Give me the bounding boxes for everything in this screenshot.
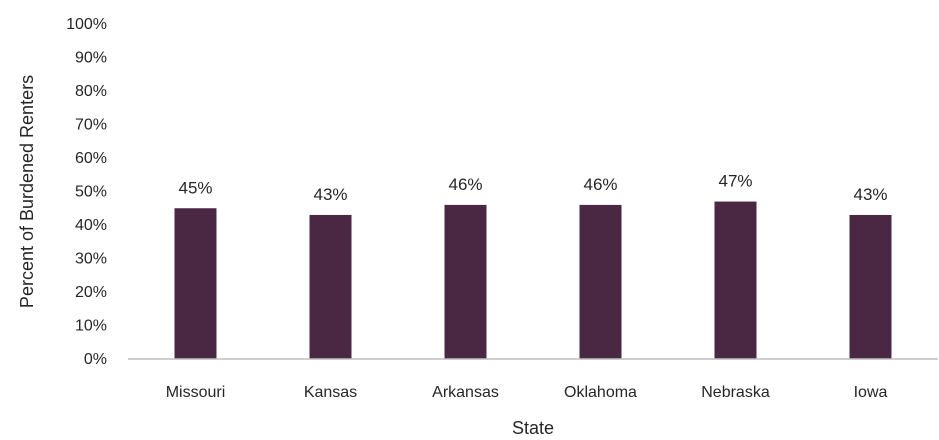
x-category-label: Kansas [304, 384, 357, 401]
y-tick-label: 10% [75, 318, 107, 335]
data-label: 43% [853, 185, 887, 204]
data-label: 43% [313, 185, 347, 204]
y-tick-label: 0% [84, 351, 107, 368]
x-axis-title: State [512, 418, 554, 438]
x-category-label: Oklahoma [564, 384, 637, 401]
bars [174, 201, 892, 359]
data-label: 47% [718, 172, 752, 191]
data-label: 45% [178, 178, 212, 197]
bar [714, 201, 757, 359]
y-tick-label: 100% [66, 16, 107, 33]
x-axis-categories: Missouri Kansas Arkansas Oklahoma Nebraska Io… [166, 384, 888, 401]
y-axis-title: Percent of Burdened Renters [17, 75, 37, 308]
y-axis-ticks: 0% 10% 20% 30% 40% 50% 60% 70% 80% 90% 100% [66, 16, 107, 368]
bar [174, 208, 217, 359]
x-category-label: Arkansas [432, 384, 499, 401]
y-tick-label: 70% [75, 117, 107, 134]
data-label: 46% [448, 175, 482, 194]
bar [309, 214, 352, 359]
y-tick-label: 20% [75, 284, 107, 301]
bar [849, 214, 892, 359]
y-tick-label: 60% [75, 150, 107, 167]
data-labels: 45% 43% 46% 46% 47% 43% [178, 172, 887, 204]
y-tick-label: 30% [75, 251, 107, 268]
x-category-label: Missouri [166, 384, 226, 401]
data-label: 46% [583, 175, 617, 194]
y-tick-label: 50% [75, 184, 107, 201]
y-tick-label: 90% [75, 50, 107, 67]
x-category-label: Nebraska [701, 384, 770, 401]
y-tick-label: 80% [75, 83, 107, 100]
bar [444, 204, 487, 359]
y-tick-label: 40% [75, 217, 107, 234]
x-category-label: Iowa [854, 384, 888, 401]
bar [579, 204, 622, 359]
